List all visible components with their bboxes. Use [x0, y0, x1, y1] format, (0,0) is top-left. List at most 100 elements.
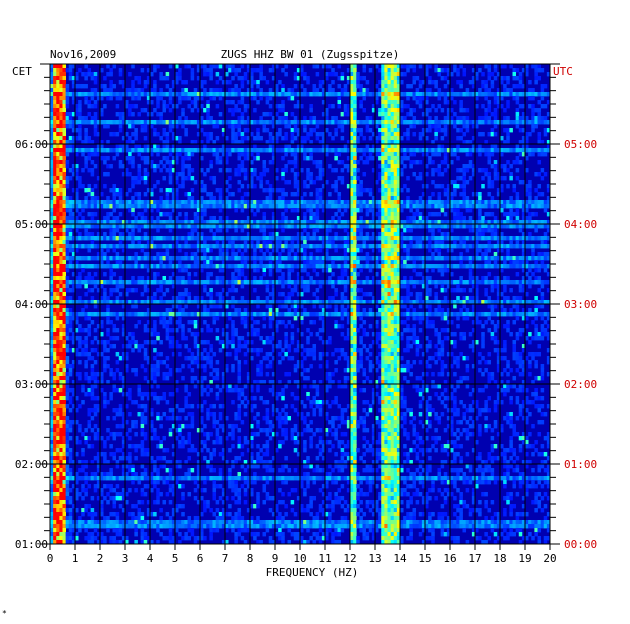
spectrogram-cell — [350, 72, 354, 77]
spectrogram-cell — [159, 120, 163, 125]
spectrogram-cell — [50, 64, 54, 69]
spectrogram-cell — [50, 296, 54, 301]
spectrogram-cell — [537, 236, 542, 241]
spectrogram-cell — [396, 196, 401, 201]
spectrogram-cell — [75, 128, 79, 133]
spectrogram-cell — [490, 128, 495, 133]
spectrogram-cell — [53, 216, 57, 221]
spectrogram-cell — [209, 292, 213, 297]
spectrogram-cell — [428, 116, 432, 121]
spectrogram-cell — [465, 152, 470, 157]
spectrogram-cell — [443, 148, 448, 153]
spectrogram-cell — [381, 120, 385, 125]
spectrogram-cell — [237, 224, 242, 229]
spectrogram-cell — [256, 100, 260, 105]
spectrogram-cell — [109, 68, 113, 73]
spectrogram-cell — [446, 200, 451, 205]
spectrogram-cell — [428, 80, 432, 85]
spectrogram-cell — [121, 172, 126, 177]
spectrogram-cell — [478, 132, 482, 137]
spectrogram-cell — [68, 224, 73, 229]
spectrogram-cell — [196, 124, 201, 129]
spectrogram-cell — [431, 140, 435, 145]
spectrogram-cell — [178, 200, 182, 205]
spectrogram-cell — [487, 220, 492, 225]
spectrogram-cell — [321, 220, 326, 225]
spectrogram-cell — [103, 296, 107, 301]
spectrogram-cell — [406, 120, 410, 125]
spectrogram-cell — [337, 64, 342, 69]
spectrogram-cell — [131, 120, 135, 125]
spectrogram-cell — [228, 244, 232, 249]
spectrogram-cell — [528, 196, 532, 201]
spectrogram-cell — [350, 108, 354, 113]
spectrogram-cell — [396, 72, 401, 77]
spectrogram-cell — [78, 244, 82, 249]
spectrogram-cell — [500, 292, 504, 297]
spectrogram-cell — [100, 148, 104, 153]
spectrogram-cell — [78, 204, 82, 209]
spectrogram-cell — [453, 188, 457, 193]
spectrogram-cell — [371, 248, 376, 253]
spectrogram-cell — [331, 168, 335, 173]
spectrogram-cell — [296, 224, 301, 229]
spectrogram-cell — [390, 176, 395, 181]
spectrogram-cell — [171, 160, 176, 165]
spectrogram-cell — [478, 144, 482, 149]
spectrogram-cell — [393, 244, 398, 249]
spectrogram-cell — [487, 108, 492, 113]
spectrogram-cell — [50, 84, 54, 89]
spectrogram-cell — [509, 148, 513, 153]
spectrogram-cell — [106, 196, 110, 201]
spectrogram-cell — [146, 220, 151, 225]
spectrogram-cell — [221, 224, 226, 229]
spectrogram-cell — [87, 140, 92, 145]
spectrogram-cell — [131, 240, 135, 245]
spectrogram-cell — [484, 84, 488, 89]
spectrogram-cell — [290, 256, 295, 261]
spectrogram-cell — [87, 184, 92, 189]
spectrogram-cell — [62, 296, 67, 301]
spectrogram-cell — [368, 264, 373, 269]
spectrogram-cell — [537, 200, 542, 205]
spectrogram-cell — [190, 120, 195, 125]
spectrogram-cell — [365, 280, 370, 285]
spectrogram-cell — [56, 276, 60, 281]
spectrogram-cell — [118, 96, 123, 101]
spectrogram-cell — [287, 256, 292, 261]
spectrogram-cell — [440, 128, 445, 133]
spectrogram-cell — [546, 212, 550, 217]
spectrogram-cell — [146, 188, 151, 193]
spectrogram-cell — [121, 220, 126, 225]
spectrogram-cell — [187, 152, 192, 157]
spectrogram-cell — [321, 100, 326, 105]
spectrogram-cell — [465, 244, 470, 249]
spectrogram-cell — [271, 212, 276, 217]
spectrogram-cell — [418, 216, 423, 221]
spectrogram-cell — [184, 96, 188, 101]
spectrogram-cell — [137, 176, 142, 181]
spectrogram-cell — [281, 284, 285, 289]
spectrogram-cell — [93, 236, 98, 241]
spectrogram-cell — [62, 264, 67, 269]
spectrogram-cell — [84, 292, 88, 297]
spectrogram-cell — [231, 100, 235, 105]
spectrogram-cell — [118, 92, 123, 97]
spectrogram-cell — [168, 188, 173, 193]
spectrogram-cell — [453, 220, 457, 225]
spectrogram-cell — [156, 224, 160, 229]
spectrogram-cell — [262, 148, 267, 153]
spectrogram-cell — [115, 288, 120, 293]
spectrogram-cell — [496, 88, 501, 93]
spectrogram-cell — [150, 92, 154, 97]
spectrogram-cell — [375, 124, 379, 129]
spectrogram-cell — [68, 120, 73, 125]
spectrogram-cell — [243, 148, 248, 153]
spectrogram-cell — [206, 292, 210, 297]
spectrogram-cell — [403, 244, 407, 249]
spectrogram-cell — [531, 88, 535, 93]
spectrogram-cell — [287, 276, 292, 281]
spectrogram-cell — [450, 204, 454, 209]
spectrogram-cell — [396, 120, 401, 125]
spectrogram-cell — [309, 260, 313, 265]
